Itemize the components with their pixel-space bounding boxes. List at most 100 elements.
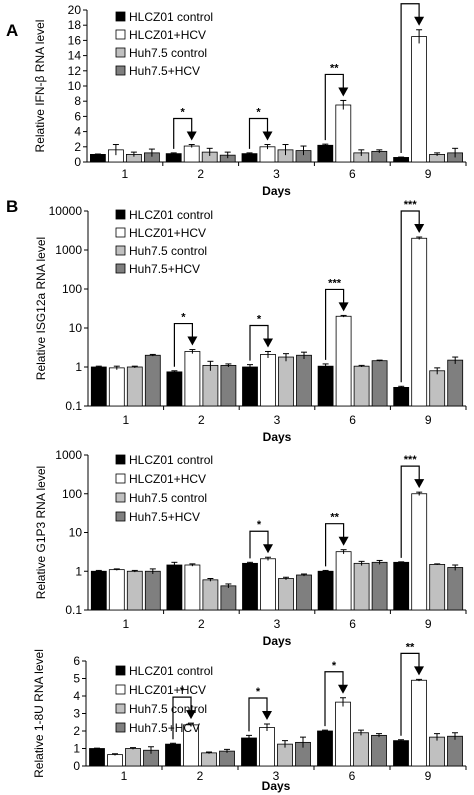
x-tick-label: 6 [349, 617, 356, 631]
legend-swatch [115, 29, 126, 40]
significance-label: * [181, 312, 186, 324]
legend-swatch [115, 65, 126, 76]
bar [393, 561, 410, 611]
bar [126, 366, 143, 407]
significance-bracket [400, 3, 420, 154]
bar [429, 564, 446, 611]
bar [144, 354, 161, 407]
x-tick-label: 6 [349, 769, 356, 783]
bar [184, 351, 201, 407]
x-tick-label: 2 [198, 413, 205, 427]
y-tick-label: 4 [74, 125, 81, 139]
significance-arrowhead [262, 131, 273, 141]
bar [393, 386, 410, 407]
bar [126, 570, 143, 611]
bar [317, 365, 334, 407]
significance-label: * [256, 107, 261, 119]
panel-letter: B [6, 197, 18, 216]
significance-label: * [332, 660, 337, 672]
bar [353, 732, 369, 767]
significance-arrowhead [338, 684, 348, 694]
x-tick-label: 9 [425, 769, 432, 783]
bar [429, 736, 445, 767]
bar [411, 36, 428, 163]
legend-label: Huh7.5+HCV [129, 510, 200, 524]
significance-bracket [325, 523, 345, 567]
x-tick-label: 9 [425, 413, 432, 427]
y-tick-label: 1 [75, 564, 82, 578]
bar [90, 153, 106, 163]
bar [447, 735, 463, 767]
legend-label: Huh7.5+HCV [129, 262, 200, 276]
bar [201, 752, 217, 767]
bar [371, 150, 388, 163]
x-axis-label: Days [262, 184, 291, 198]
bar [183, 145, 200, 163]
y-tick-label: 10000 [49, 204, 83, 218]
legend-label: Huh7.5+HCV [129, 721, 200, 735]
y-tick-label: 4 [73, 689, 80, 703]
bar [90, 570, 107, 611]
legend-label: HLCZ01+HCV [129, 683, 206, 697]
significance-label: *** [328, 277, 342, 289]
legend-swatch [115, 492, 126, 503]
y-axis-label: Relative IFN-β RNA level [33, 20, 47, 153]
x-tick-label: 1 [122, 617, 129, 631]
panel-letter: A [6, 21, 18, 40]
bar [89, 748, 105, 767]
bar [411, 237, 428, 407]
significance-arrowhead [414, 479, 425, 489]
significance-label: * [180, 685, 185, 697]
significance-label: ** [406, 641, 415, 653]
legend-swatch [115, 473, 126, 484]
legend-swatch [115, 11, 126, 22]
significance-arrowhead [187, 336, 198, 346]
bar [166, 371, 183, 407]
legend-swatch [115, 209, 126, 220]
bar [202, 579, 219, 611]
bar [335, 701, 351, 767]
y-tick-label: 1 [75, 360, 82, 374]
significance-arrowhead [414, 16, 425, 26]
y-axis-label: Relative 1-8U RNA level [32, 649, 46, 778]
bar [90, 366, 107, 407]
y-tick-label: 10 [69, 526, 83, 540]
x-tick-label: 6 [349, 413, 356, 427]
y-tick-label: 100 [62, 487, 82, 501]
significance-arrowhead [263, 338, 273, 348]
bar [317, 730, 333, 767]
bar [278, 356, 294, 407]
bar [184, 564, 201, 611]
bar [219, 750, 235, 767]
x-tick-label: 1 [121, 769, 128, 783]
bar [241, 737, 257, 767]
y-tick-label: 100 [62, 282, 82, 296]
x-tick-label: 3 [273, 769, 280, 783]
bar [278, 578, 294, 611]
bar [393, 740, 409, 767]
bar [220, 585, 237, 611]
x-tick-label: 1 [122, 167, 129, 181]
x-axis-label: Days [263, 430, 292, 444]
y-axis-label: Relative G1P3 RNA level [34, 466, 48, 599]
significance-bracket [249, 530, 269, 559]
legend-label: HLCZ01+HCV [129, 472, 206, 486]
x-tick-label: 9 [425, 167, 432, 181]
significance-bracket [400, 210, 420, 383]
bar [108, 569, 125, 611]
y-tick-label: 1 [73, 742, 80, 756]
x-tick-label: 1 [122, 413, 129, 427]
x-tick-label: 3 [273, 167, 280, 181]
bar [353, 365, 370, 407]
legend-label: HLCZ01+HCV [129, 28, 206, 42]
legend-swatch [115, 722, 126, 733]
bar [393, 157, 410, 163]
significance-bracket [324, 73, 344, 141]
bar [202, 364, 219, 407]
bar [242, 366, 258, 407]
legend-swatch [115, 245, 126, 256]
bar [259, 727, 275, 767]
x-axis-label: Days [262, 779, 291, 793]
significance-bracket [173, 117, 193, 149]
